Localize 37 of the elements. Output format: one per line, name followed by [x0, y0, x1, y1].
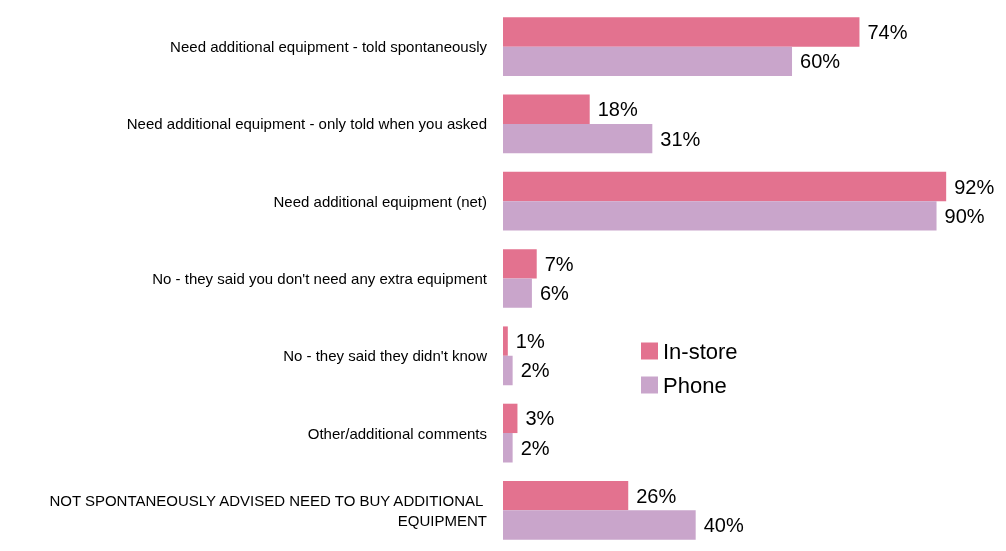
bar — [503, 355, 513, 386]
data-label: 40% — [703, 514, 744, 537]
bar — [503, 403, 518, 434]
bar — [503, 123, 653, 154]
data-label: 3% — [525, 407, 555, 430]
bar — [503, 171, 947, 202]
data-label: 2% — [520, 436, 550, 459]
bar — [503, 201, 937, 231]
y-tick-label: Need additional equipment - only told when you asked — [126, 115, 487, 133]
bar — [503, 46, 793, 77]
data-label: 74% — [867, 20, 908, 43]
data-label: 26% — [636, 484, 677, 507]
data-label: 31% — [660, 127, 701, 150]
bar — [503, 326, 508, 356]
data-label: 6% — [539, 282, 570, 305]
y-tick-label: Other/additional comments — [307, 424, 487, 442]
bar — [503, 278, 532, 308]
bar — [503, 510, 696, 540]
y-tick-label: No - they said they didn't know — [283, 347, 488, 365]
y-tick-label: No - they said you don't need any extra equipment — [152, 270, 488, 287]
data-label: 2% — [520, 359, 550, 382]
data-label: 18% — [597, 98, 638, 121]
data-label: 1% — [515, 330, 545, 353]
y-tick-label: NOT SPONTANEOUSLY ADVISED NEED TO BUY ADDITIONAL EQUIPMENT — [49, 491, 487, 529]
bar — [503, 249, 537, 279]
data-label: 92% — [954, 175, 995, 198]
legend-label: In-store — [663, 338, 738, 364]
bar — [503, 480, 629, 511]
bar — [503, 94, 590, 124]
data-label: 60% — [800, 50, 841, 73]
bar — [503, 433, 513, 463]
data-label: 90% — [944, 204, 985, 227]
y-tick-label: Need additional equipment - told spontaneously — [170, 38, 488, 56]
bar — [503, 17, 860, 47]
legend-label: Phone — [663, 372, 727, 398]
y-tick-label: Need additional equipment (net) — [273, 192, 487, 210]
data-label: 7% — [544, 252, 574, 275]
